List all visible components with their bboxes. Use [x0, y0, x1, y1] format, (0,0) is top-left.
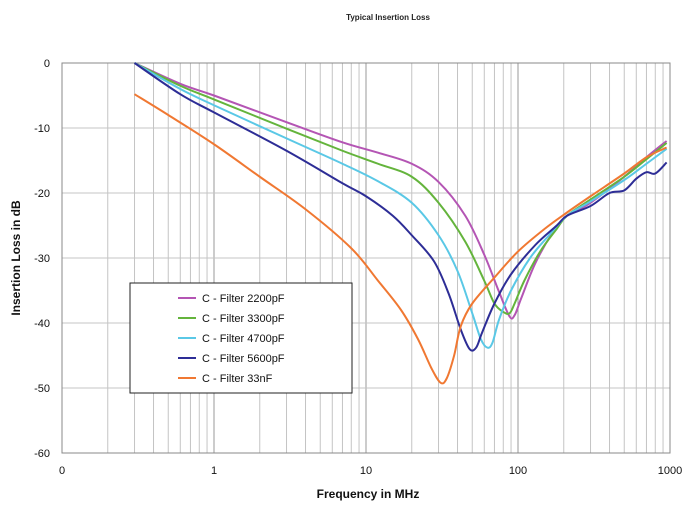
x-axis-label: Frequency in MHz [317, 487, 420, 501]
x-tick-label: 1 [211, 465, 217, 477]
y-tick-label: -50 [34, 383, 50, 395]
tick-labels: 0 1 10 100 1000 0 -10 -20 -30 -40 -50 -60 [34, 58, 682, 477]
series-line-3 [134, 62, 668, 349]
legend: C - Filter 2200pF C - Filter 3300pF C - Fi… [129, 282, 353, 394]
y-tick-label: 0 [44, 58, 50, 70]
series-line-1 [134, 62, 668, 320]
x-tick-label: 10 [360, 465, 372, 477]
legend-box [129, 282, 353, 394]
y-tick-label: -10 [34, 123, 50, 135]
legend-label-3: C - Filter 4700pF [202, 333, 285, 345]
legend-label-5: C - Filter 33nF [202, 373, 273, 385]
legend-label-2: C - Filter 3300pF [202, 313, 285, 325]
series-lines [133, 62, 668, 385]
x-tick-label: 0 [59, 465, 65, 477]
series-line-4 [133, 62, 668, 352]
grid [62, 62, 670, 454]
chart-title: Typical Insertion Loss [346, 13, 430, 22]
x-tick-label: 100 [509, 465, 527, 477]
y-tick-label: -20 [34, 188, 50, 200]
series-line-5 [133, 93, 668, 385]
legend-label-1: C - Filter 2200pF [202, 293, 285, 305]
y-tick-label: -60 [34, 448, 50, 460]
plot-frame [61, 62, 671, 454]
y-tick-label: -40 [34, 318, 50, 330]
legend-label-4: C - Filter 5600pF [202, 353, 285, 365]
x-tick-label: 1000 [658, 465, 682, 477]
y-tick-label: -30 [34, 253, 50, 265]
y-axis-label: Insertion Loss in dB [9, 200, 23, 316]
